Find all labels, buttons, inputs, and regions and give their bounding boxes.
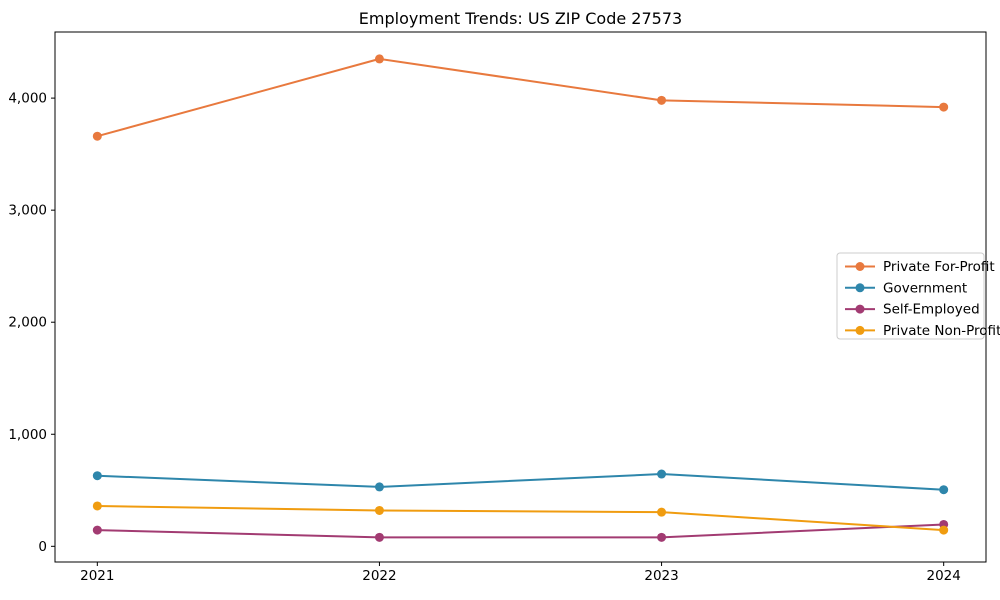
legend-label: Private Non-Profit [883, 323, 1000, 339]
data-point-private-for-profit [92, 131, 102, 141]
series-line-private-for-profit [96, 57, 945, 138]
x-axis-tick-label: 2024 [927, 568, 961, 584]
data-point-self-employed [374, 532, 384, 542]
data-point-government [657, 469, 667, 479]
data-point-private-for-profit [374, 54, 384, 64]
legend: Private For-Profit Government Self-Employe… [836, 252, 1000, 340]
x-axis-tick-label: 2021 [80, 568, 114, 584]
data-point-government [939, 485, 949, 495]
legend-dot-marker [855, 304, 865, 314]
y-axis-tick-label: 1,000 [8, 427, 47, 443]
legend-label: Government [883, 280, 967, 296]
data-point-self-employed [92, 525, 102, 535]
legend-box [836, 252, 985, 340]
legend-dot-marker [855, 283, 865, 293]
data-point-private-non-profit [657, 507, 667, 517]
data-point-private-for-profit [657, 95, 667, 105]
legend-entry-private-non-profit: Private Non-Profit [845, 323, 1000, 339]
legend-entry-private-for-profit: Private For-Profit [845, 259, 995, 275]
legend-label: Private For-Profit [883, 259, 995, 275]
data-point-private-non-profit [374, 505, 384, 515]
y-axis-tick-label: 3,000 [8, 203, 47, 219]
data-point-private-for-profit [939, 102, 949, 112]
legend-label: Self-Employed [883, 302, 980, 318]
x-axis-tick-label: 2022 [362, 568, 396, 584]
legend-dot-marker [855, 262, 865, 271]
legend-dot-marker [855, 325, 865, 335]
y-axis-tick-label: 4,000 [8, 91, 47, 107]
legend-entry-self-employed: Self-Employed [845, 302, 980, 318]
plot-border [54, 31, 987, 563]
data-point-private-non-profit [92, 501, 102, 511]
data-point-self-employed [657, 532, 667, 542]
data-point-government [92, 471, 102, 481]
chart-title: Employment Trends: US ZIP Code 27573 [359, 9, 682, 28]
series-line-government [96, 473, 945, 491]
series-line-self-employed [96, 523, 945, 539]
y-axis-tick-label: 2,000 [8, 315, 47, 331]
y-axis-tick-label: 0 [38, 539, 47, 555]
series-line-private-non-profit [96, 504, 945, 532]
x-axis-tick-label: 2023 [644, 568, 678, 584]
data-point-private-non-profit [939, 525, 949, 535]
data-point-government [374, 482, 384, 492]
legend-entry-government: Government [845, 280, 967, 296]
